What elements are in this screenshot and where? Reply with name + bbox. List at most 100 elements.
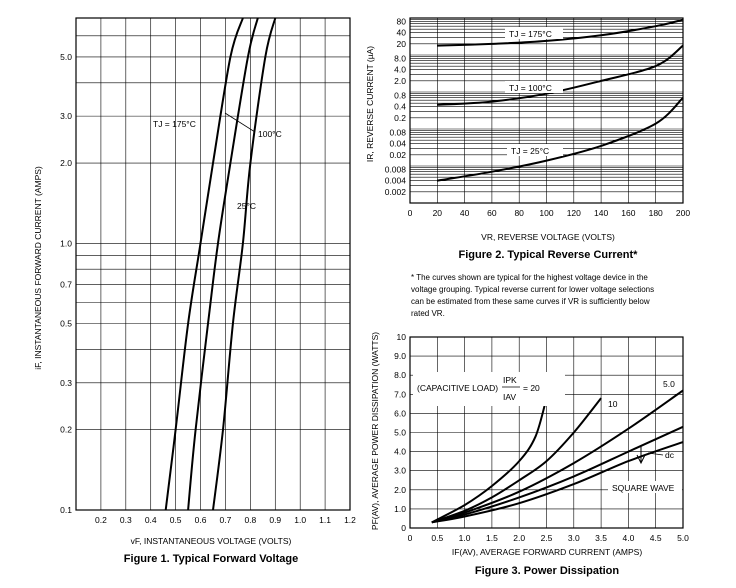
y-tick-label: 0.08	[389, 128, 406, 138]
x-tick-label: 3.0	[568, 533, 580, 543]
figure-2-ann-175-bg	[505, 27, 563, 39]
y-tick-label: 0.008	[385, 165, 407, 175]
y-tick-label: 4.0	[394, 447, 406, 457]
figure-3-ann-5: 5.0	[663, 379, 675, 389]
x-tick-label: 0.9	[269, 515, 281, 525]
x-tick-label: 140	[594, 208, 608, 218]
x-tick-label: 0.6	[195, 515, 207, 525]
x-tick-label: 0.5	[170, 515, 182, 525]
figure-3-legend-bg	[413, 372, 565, 406]
y-tick-label: 3.0	[394, 466, 406, 476]
y-tick-label: 7.0	[394, 389, 406, 399]
x-tick-label: 2.0	[513, 533, 525, 543]
y-tick-label: 0.2	[394, 113, 406, 123]
x-tick-label: 1.2	[344, 515, 356, 525]
figure-2-reverse-current: 0 20 40 60 80 100 120 140 160 180 2008040208.04.02…	[365, 17, 690, 318]
x-tick-label: 0.3	[120, 515, 132, 525]
figure-1-ticks: 0.2 0.3 0.4 0.5 0.6 0.7 0.8 0.9 1.0 1.1 1.2 5.0 3.0 2…	[60, 52, 356, 525]
y-tick-label: 20	[397, 39, 407, 49]
figure-3-power-dissipation: 0 0.5 1.0 1.5 2.0 2.5 3.0 3.5 4.0 4.5 5.0 0 1.0 2.0 3.…	[370, 332, 689, 577]
y-tick-label: 0.04	[389, 139, 406, 149]
figure-2-ann-100: TJ = 100°C	[509, 83, 552, 93]
x-tick-label: 120	[567, 208, 581, 218]
figure-3-ylabel: PF(AV), AVERAGE POWER DISSIPATION (WATTS…	[370, 332, 380, 530]
series-line-1	[431, 397, 602, 524]
y-tick-label: 0.1	[60, 505, 72, 515]
series-line-1	[187, 17, 259, 511]
x-tick-label: 2.5	[541, 533, 553, 543]
plot-frame	[75, 17, 351, 511]
figure-3-ann-20: = 20	[523, 383, 540, 393]
figure-3-curves	[431, 389, 684, 524]
x-tick-label: 1.5	[486, 533, 498, 543]
x-tick-label: 1.1	[319, 515, 331, 525]
y-tick-label: 0.7	[60, 280, 72, 290]
figure-1-title: Figure 1. Typical Forward Voltage	[124, 553, 298, 565]
x-tick-label: 4.0	[622, 533, 634, 543]
figure-1-ann-25: 25°C	[237, 201, 256, 211]
plot-frame	[409, 17, 684, 204]
y-tick-label: 0.2	[60, 425, 72, 435]
figure-2-title: Figure 2. Typical Reverse Current*	[459, 249, 639, 261]
y-tick-label: 80	[397, 17, 407, 27]
x-tick-label: 160	[621, 208, 635, 218]
figure-2-footnote-4: rated VR.	[411, 309, 445, 318]
figure-3-ann-square-wave: SQUARE WAVE	[612, 483, 675, 493]
figure-3-grid	[409, 336, 684, 529]
y-tick-label: 0.3	[60, 378, 72, 388]
series-line-3	[431, 441, 684, 524]
y-tick-label: 40	[397, 28, 407, 38]
x-tick-label: 200	[676, 208, 690, 218]
y-tick-label: 9.0	[394, 351, 406, 361]
series-line-2	[212, 17, 277, 511]
figure-3-title: Figure 3. Power Dissipation	[475, 565, 620, 577]
x-tick-label: 180	[649, 208, 663, 218]
series-line-0	[164, 17, 244, 511]
figure-2-ann-25-bg	[507, 144, 563, 156]
figure-2-footnote-3: can be estimated from these same curves …	[411, 297, 650, 306]
x-tick-label: 20	[433, 208, 443, 218]
figure-2-ylabel: IR, REVERSE CURRENT (µA)	[365, 46, 375, 162]
y-tick-label: 3.0	[60, 111, 72, 121]
y-tick-label: 2.0	[394, 485, 406, 495]
y-tick-label: 2.0	[60, 158, 72, 168]
y-tick-label: 0.002	[385, 187, 407, 197]
x-tick-label: 1.0	[294, 515, 306, 525]
figure-2-footnote-2: voltage grouping. Typical reverse curren…	[411, 285, 654, 294]
figure-3-ann-arrow	[636, 446, 646, 465]
figure-1-ann-100-leader	[224, 112, 256, 133]
figure-3-ann-square-bg	[608, 481, 682, 493]
x-tick-label: 1.0	[459, 533, 471, 543]
x-tick-label: 3.5	[595, 533, 607, 543]
figure-3-ann-dc-leader	[647, 452, 664, 456]
y-tick-label: 1.0	[60, 238, 72, 248]
x-tick-label: 4.5	[650, 533, 662, 543]
figure-1-xlabel: vF, INSTANTANEOUS VOLTAGE (VOLTS)	[131, 536, 292, 546]
y-tick-label: 2.0	[394, 76, 406, 86]
x-tick-label: 0.4	[145, 515, 157, 525]
figure-2-ticks: 0 20 40 60 80 100 120 140 160 180 2008040208.04.02…	[385, 17, 691, 218]
x-tick-label: 80	[514, 208, 524, 218]
y-tick-label: 4.0	[394, 65, 406, 75]
figure-1-ylabel: iF, INSTANTANEOUS FORWARD CURRENT (AMPS)	[33, 166, 43, 370]
figure-2-curves	[437, 18, 684, 182]
series-line-0	[437, 18, 684, 47]
figure-1-forward-voltage: 0.2 0.3 0.4 0.5 0.6 0.7 0.8 0.9 1.0 1.1 1.2 5.0 3.0 2…	[33, 17, 356, 565]
series-line-2	[431, 389, 684, 524]
figure-3-ann-capacitive: (CAPACITIVE LOAD)	[417, 383, 498, 393]
x-tick-label: 40	[460, 208, 470, 218]
figure-3-xlabel: IF(AV), AVERAGE FORWARD CURRENT (AMPS)	[452, 547, 642, 557]
figure-2-ann-100-bg	[505, 81, 563, 93]
figure-1-ann-100: 100°C	[258, 129, 282, 139]
y-tick-label: 8.0	[394, 54, 406, 64]
figure-2-ann-175: TJ = 175°C	[509, 29, 552, 39]
series-line-2	[437, 96, 684, 182]
series-line-0	[431, 397, 548, 524]
figure-2-ann-25: TJ = 25°C	[511, 146, 549, 156]
series-line-4	[431, 425, 684, 524]
x-tick-label: 5.0	[677, 533, 689, 543]
figure-3-ann-iav: IAV	[503, 392, 516, 402]
plot-frame	[409, 336, 684, 529]
x-tick-label: 100	[539, 208, 553, 218]
